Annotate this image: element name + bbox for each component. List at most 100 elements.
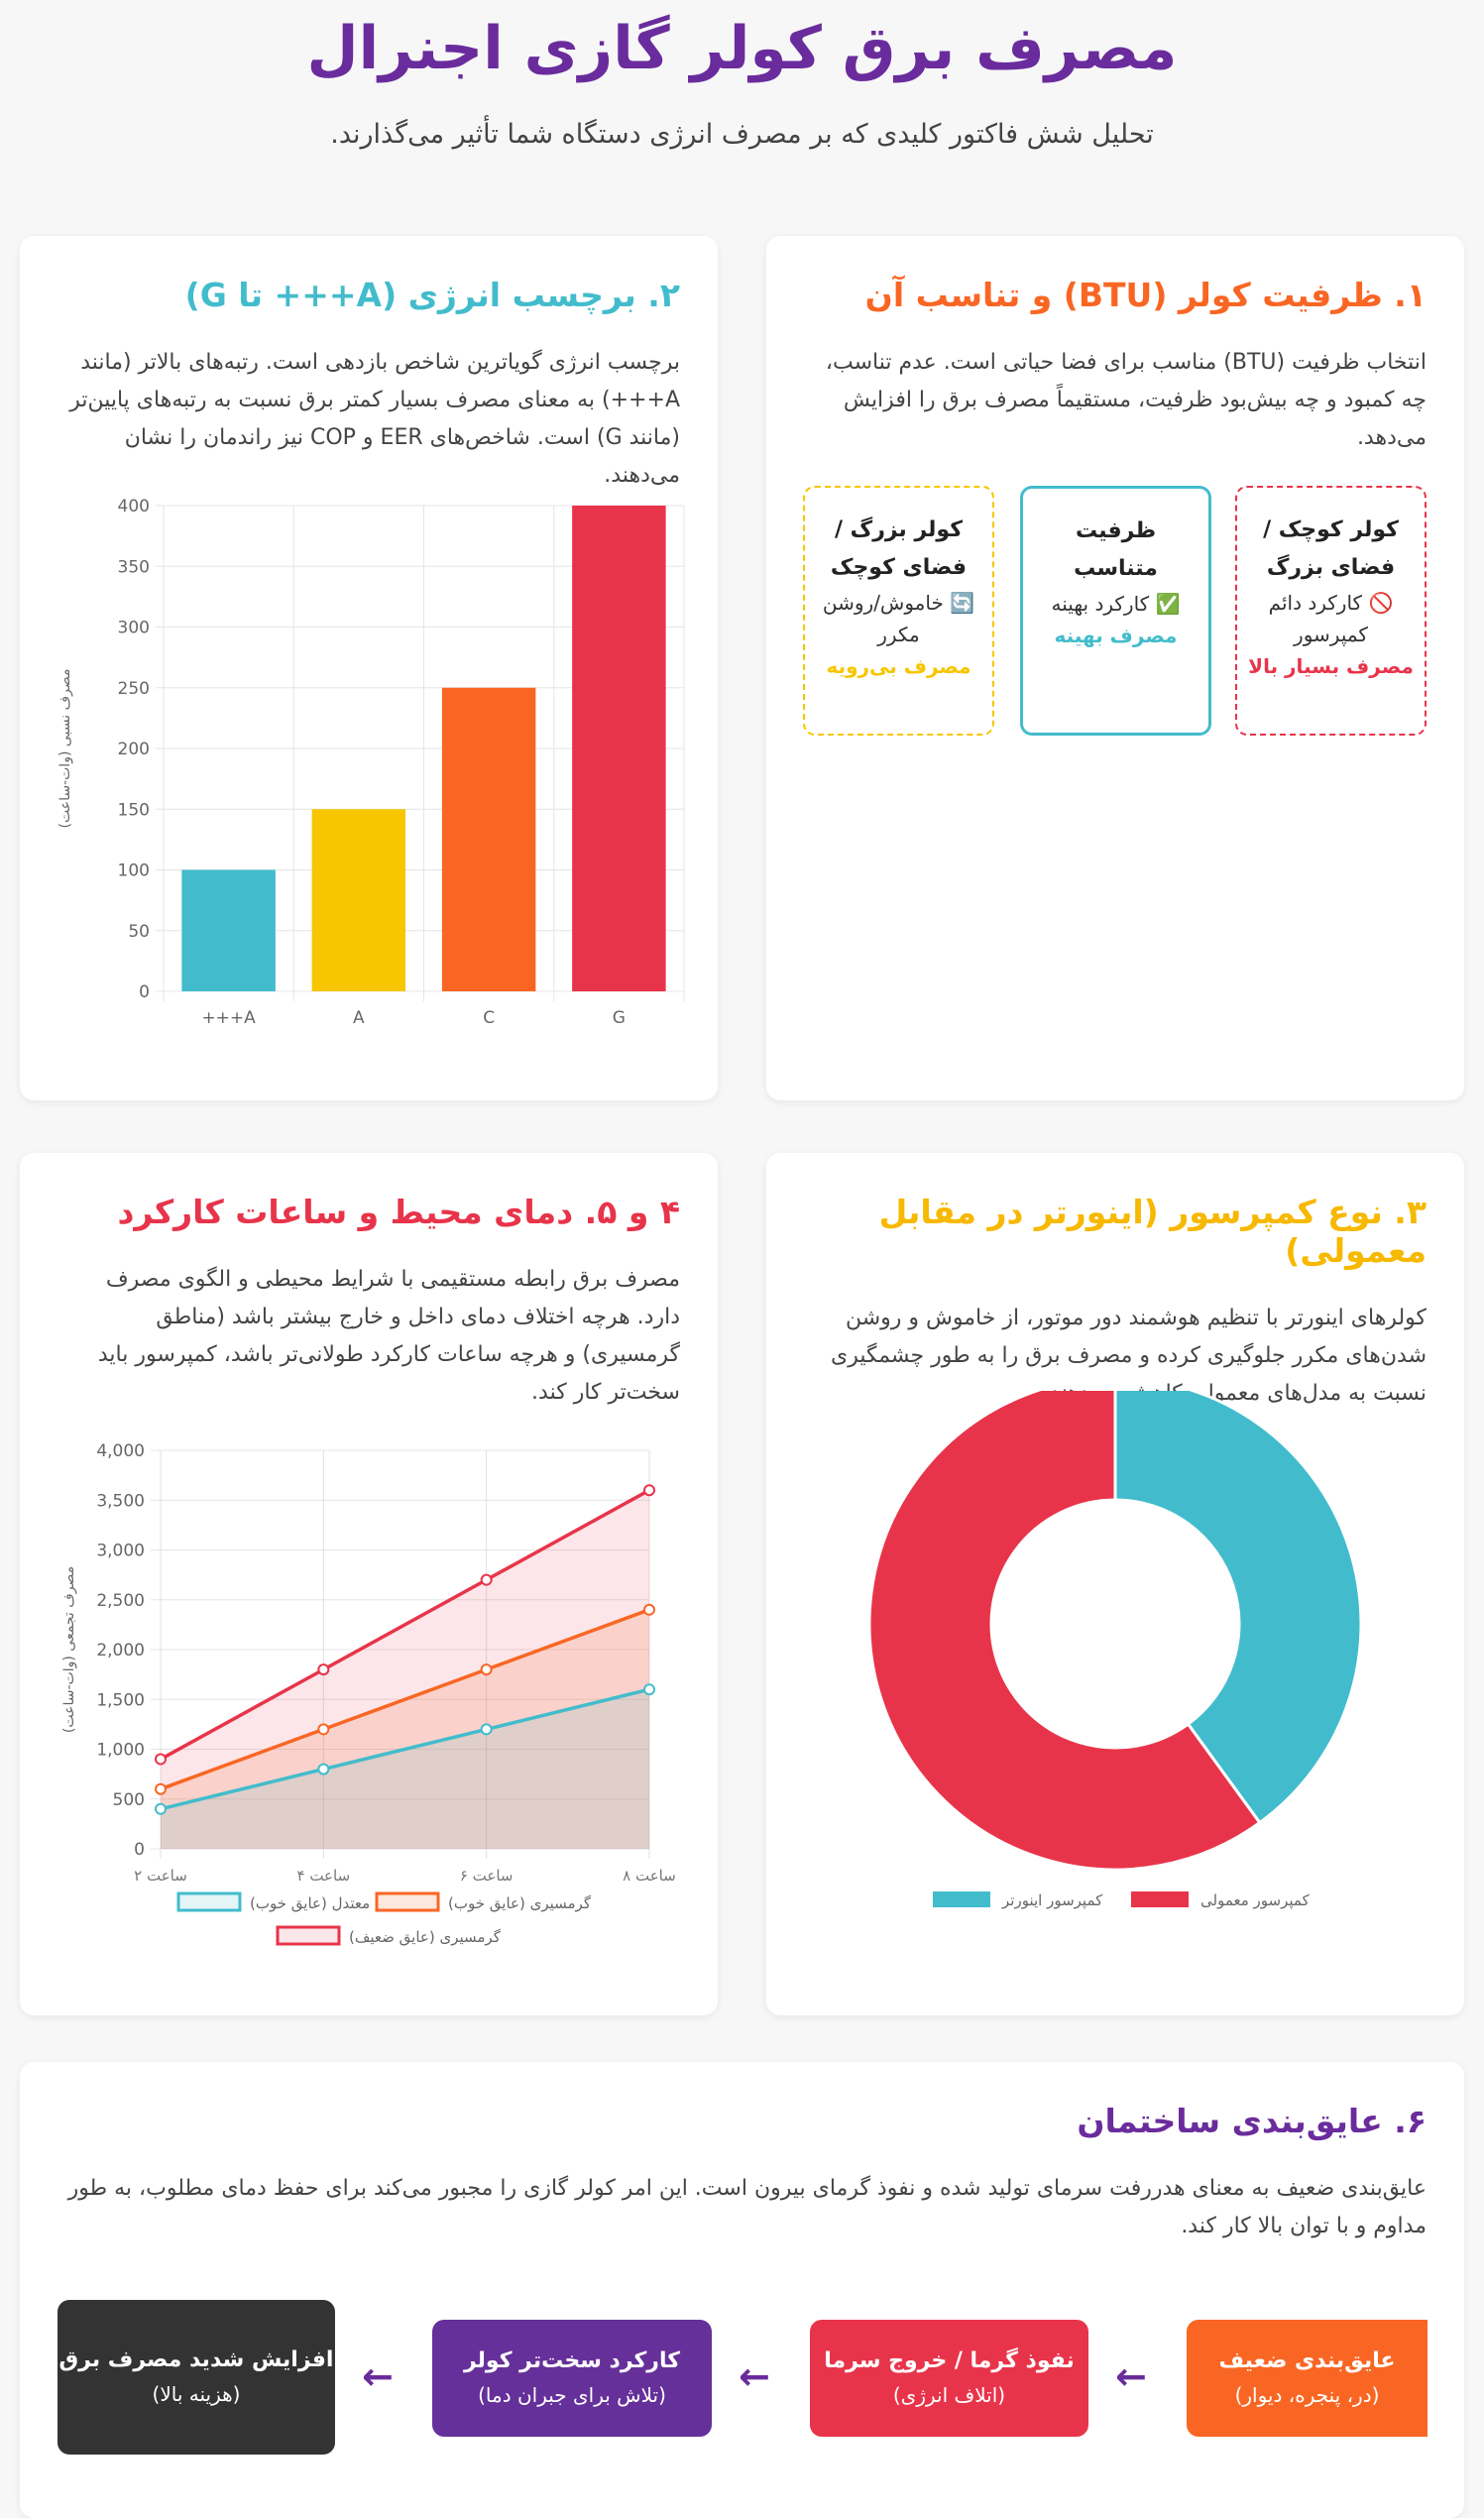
legend-label: کمپرسور معمولی <box>1200 1891 1311 1910</box>
y-tick-label: 150 <box>118 800 150 820</box>
x-tick-label: ۲ ساعت <box>134 1867 187 1885</box>
flow-step-poor-insulation: عایق‌بندی ضعیف (در، پنجره، دیوار) <box>1187 2320 1427 2437</box>
box-title: کولر بزرگ / فضای کوچک <box>830 517 968 580</box>
y-tick-label: 1,000 <box>96 1741 145 1761</box>
bar <box>311 809 406 991</box>
capacity-box-oversized: کولر بزرگ / فضای کوچک 🔄 خاموش/روشن مکرر … <box>803 486 994 736</box>
legend-swatch <box>1131 1891 1189 1907</box>
flow-step-high-consumption: افزایش شدید مصرف برق (هزینه بالا) <box>57 2300 335 2455</box>
data-point <box>643 1484 655 1497</box>
flow-sub: (در، پنجره، دیوار) <box>1234 2383 1380 2407</box>
donut-slice <box>1113 1391 1363 1825</box>
bar <box>181 869 276 991</box>
compressor-donut-chart: کمپرسور معمولی کمپرسور اینورتر <box>867 1391 1363 1910</box>
section-title: ۶. عایق‌بندی ساختمان <box>1077 2102 1427 2140</box>
flow-title: کارکرد سخت‌تر کولر <box>463 2348 681 2373</box>
section-title: ۴ و ۵. دمای محیط و ساعات کارکرد <box>117 1193 680 1231</box>
y-tick-label: 2,000 <box>96 1641 145 1660</box>
box-title: ظرفیت متناسب <box>1074 518 1158 581</box>
legend-label: گرمسیری (عایق ضعیف) <box>349 1928 502 1946</box>
legend-swatch <box>375 1891 440 1912</box>
y-tick-label: 400 <box>118 497 150 516</box>
series-line <box>160 1687 650 1811</box>
y-tick-label: 4,000 <box>96 1441 145 1461</box>
legend-swatch <box>276 1925 341 1946</box>
section-title: ۱. ظرفیت کولر (BTU) و تناسب آن <box>864 276 1427 314</box>
y-tick-label: 500 <box>113 1790 145 1810</box>
legend-swatch <box>933 1891 990 1907</box>
bar <box>441 687 536 991</box>
section-title: ۳. نوع کمپرسور (اینورتر در مقابل معمولی) <box>878 1193 1427 1270</box>
card-capacity: ۱. ظرفیت کولر (BTU) و تناسب آن انتخاب ظر… <box>766 236 1464 1100</box>
y-tick-label: 0 <box>139 982 150 1002</box>
y-tick-label: 250 <box>118 679 150 699</box>
x-tick-label: A <box>353 1008 365 1028</box>
capacity-box-undersized: کولر کوچک / فضای بزرگ 🚫 کارکرد دائم کمپر… <box>1235 486 1427 736</box>
energy-label-bar-chart: 0 50 100 150 200 250 300 350 400 +++A A C G مصرف نسبی… <box>57 497 685 1028</box>
cycle-icon: 🔄 <box>950 591 975 615</box>
card-compressor: ۳. نوع کمپرسور (اینورتر در مقابل معمولی)… <box>766 1153 1464 2015</box>
flow-sub: (اتلاف انرژی) <box>892 2383 1006 2407</box>
arrow-left-icon: ← <box>1115 2354 1147 2398</box>
section-text: انتخاب ظرفیت (BTU) مناسب برای فضا حیاتی … <box>825 350 1427 450</box>
page-subtitle: تحلیل شش فاکتور کلیدی که بر مصرف انرژی د… <box>330 119 1154 150</box>
series-line <box>160 1488 650 1762</box>
data-point <box>480 1723 493 1736</box>
section-text: مصرف برق رابطه مستقیمی با شرایط محیطی و … <box>97 1267 680 1405</box>
x-tick-label: +++A <box>201 1008 256 1028</box>
flow-title: عایق‌بندی ضعیف <box>1218 2348 1396 2373</box>
legend-label: گرمسیری (عایق خوب) <box>448 1894 592 1912</box>
y-tick-label: 300 <box>118 619 150 638</box>
series-area <box>161 1490 649 1849</box>
section-text: برچسب انرژی گویاترین شاخص بازدهی است. رت… <box>69 350 680 488</box>
box-desc: کارکرد بهینه <box>1051 592 1150 616</box>
data-point <box>317 1763 330 1775</box>
x-tick-label: ۴ ساعت <box>297 1867 351 1885</box>
data-point <box>317 1723 330 1736</box>
check-icon: ✅ <box>1155 592 1181 616</box>
data-point <box>317 1663 330 1676</box>
y-axis-label: مصرف نسبی (وات-ساعت) <box>57 669 73 829</box>
data-point <box>643 1603 655 1616</box>
series-line <box>160 1608 650 1791</box>
arrow-left-icon: ← <box>739 2354 770 2398</box>
y-tick-label: 0 <box>134 1840 145 1860</box>
data-point <box>480 1573 493 1586</box>
capacity-box-proper: ظرفیت متناسب ✅ کارکرد بهینه مصرف بهینه <box>1020 486 1211 736</box>
y-tick-label: 2,500 <box>96 1591 145 1611</box>
y-tick-label: 3,500 <box>96 1491 145 1511</box>
flow-sub: (هزینه بالا) <box>152 2382 241 2406</box>
x-tick-label: ۶ ساعت <box>460 1867 514 1885</box>
y-tick-label: 200 <box>118 740 150 759</box>
donut-slice <box>867 1391 1262 1872</box>
data-point <box>155 1782 167 1795</box>
legend-label: کمپرسور اینورتر <box>1001 1891 1103 1910</box>
card-temperature-hours: ۴ و ۵. دمای محیط و ساعات کارکرد مصرف برق… <box>20 1153 718 2015</box>
y-axis-label: مصرف تجمعی (وات-ساعت) <box>61 1566 77 1733</box>
prohibited-icon: 🚫 <box>1368 591 1394 615</box>
data-point <box>643 1683 655 1696</box>
legend-label: معتدل (عایق خوب) <box>250 1894 370 1912</box>
box-desc: کارکرد دائم کمپرسور <box>1268 591 1368 646</box>
flow-step-harder-work: کارکرد سخت‌تر کولر (تلاش برای جبران دما) <box>432 2320 712 2437</box>
bar <box>572 506 666 991</box>
x-tick-label: ۸ ساعت <box>623 1867 676 1885</box>
box-result: مصرف بسیار بالا <box>1248 654 1414 678</box>
section-title: ۲. برچسب انرژی (A+++ تا G) <box>184 276 680 314</box>
x-tick-label: G <box>613 1008 626 1028</box>
data-point <box>480 1663 493 1676</box>
arrow-left-icon: ← <box>362 2354 394 2398</box>
consumption-line-chart: 0 500 1,000 1,500 2,000 2,500 3,000 3,500 4,000 ۲… <box>61 1441 676 1946</box>
y-tick-label: 3,000 <box>96 1542 145 1561</box>
data-point <box>155 1753 167 1766</box>
box-title: کولر کوچک / فضای بزرگ <box>1263 517 1399 580</box>
series-area <box>161 1689 649 1849</box>
y-tick-label: 350 <box>118 557 150 577</box>
box-desc: خاموش/روشن مکرر <box>822 591 944 646</box>
page-title: مصرف برق کولر گازی اجنرال <box>306 14 1178 83</box>
flow-title: نفوذ گرما / خروج سرما <box>824 2348 1075 2373</box>
x-tick-label: C <box>483 1008 495 1028</box>
legend-swatch <box>176 1891 242 1912</box>
section-text: عایق‌بندی ضعیف به معنای هدررفت سرمای تول… <box>67 2176 1427 2238</box>
data-point <box>155 1802 167 1815</box>
